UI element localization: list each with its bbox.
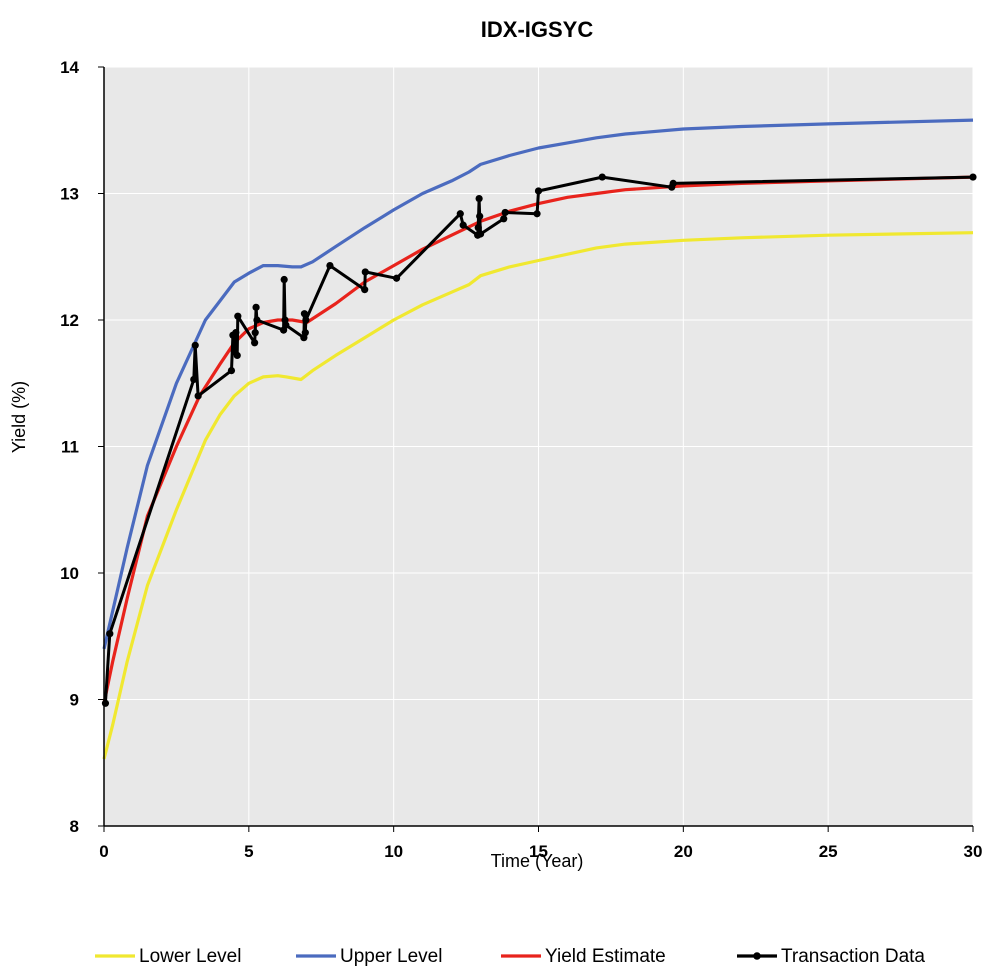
data-point (234, 312, 242, 320)
data-point (476, 230, 485, 238)
data-point (392, 274, 401, 282)
data-point (456, 210, 464, 218)
legend-label: Lower Level (139, 946, 241, 967)
y-tick-label: 8 (70, 817, 79, 836)
y-tick-label: 12 (60, 311, 79, 330)
data-point (326, 262, 334, 270)
series-lower-level (102, 231, 974, 760)
data-point (533, 210, 541, 218)
data-point (194, 392, 202, 400)
data-point (106, 630, 114, 638)
data-point (282, 321, 290, 329)
legend-label: Yield Estimate (545, 946, 666, 967)
data-point (969, 173, 977, 181)
legend-item-upper-level: Upper Level (296, 946, 442, 967)
data-point (190, 375, 198, 384)
series-yield-estimate (102, 175, 974, 704)
legend-marker (753, 952, 761, 960)
data-point (534, 187, 543, 195)
x-tick-label: 25 (819, 842, 838, 861)
data-point (253, 316, 261, 324)
series-group (101, 118, 977, 760)
chart-title: IDX-IGSYC (481, 17, 594, 42)
data-point (669, 179, 677, 187)
data-point (361, 286, 369, 294)
series-upper-level (102, 118, 974, 650)
legend: Lower Level Upper Level Yield Estimate Tran… (95, 946, 925, 967)
x-tick-label: 15 (529, 842, 548, 861)
x-axis-title: Time (Year) (491, 851, 584, 871)
series-transaction-data (101, 173, 977, 707)
data-point (474, 224, 482, 232)
series-line-upper-level (102, 118, 974, 650)
data-point (252, 303, 260, 311)
data-point (300, 310, 309, 318)
data-point (302, 316, 310, 324)
data-point (227, 367, 236, 375)
legend-item-lower-level: Lower Level (95, 946, 241, 967)
data-point (598, 173, 606, 181)
x-tick-label: 30 (964, 842, 983, 861)
data-point (459, 221, 467, 229)
y-tick-label: 13 (60, 185, 79, 204)
data-point (361, 268, 369, 276)
data-point (501, 208, 509, 217)
legend-item-transaction-data: Transaction Data (737, 946, 925, 967)
data-point (280, 275, 288, 284)
legend-item-yield-estimate: Yield Estimate (501, 946, 666, 967)
x-tick-label: 20 (674, 842, 693, 861)
series-line-yield-estimate (102, 175, 974, 704)
y-axis-title: Yield (%) (9, 381, 29, 453)
data-point (101, 699, 110, 707)
y-tick-label: 9 (70, 691, 79, 710)
y-tick-label: 10 (60, 564, 79, 583)
data-point (191, 341, 199, 349)
axes: 0 5 10 15 20 25 30 8 9 10 11 12 13 14 (60, 58, 982, 861)
data-point (475, 194, 483, 203)
series-line-lower-level (102, 231, 974, 760)
data-point (500, 215, 508, 223)
x-tick-label: 5 (244, 842, 253, 861)
data-point (233, 351, 241, 360)
data-point (251, 339, 259, 347)
data-point (232, 329, 240, 337)
legend-label: Upper Level (340, 946, 442, 967)
legend-label: Transaction Data (781, 946, 925, 967)
x-tick-label: 0 (99, 842, 108, 861)
y-tick-label: 14 (60, 58, 79, 77)
x-tick-label: 10 (384, 842, 403, 861)
data-point (476, 212, 484, 220)
y-tick-label: 11 (61, 438, 79, 457)
data-point (251, 329, 259, 337)
data-point (301, 329, 309, 337)
